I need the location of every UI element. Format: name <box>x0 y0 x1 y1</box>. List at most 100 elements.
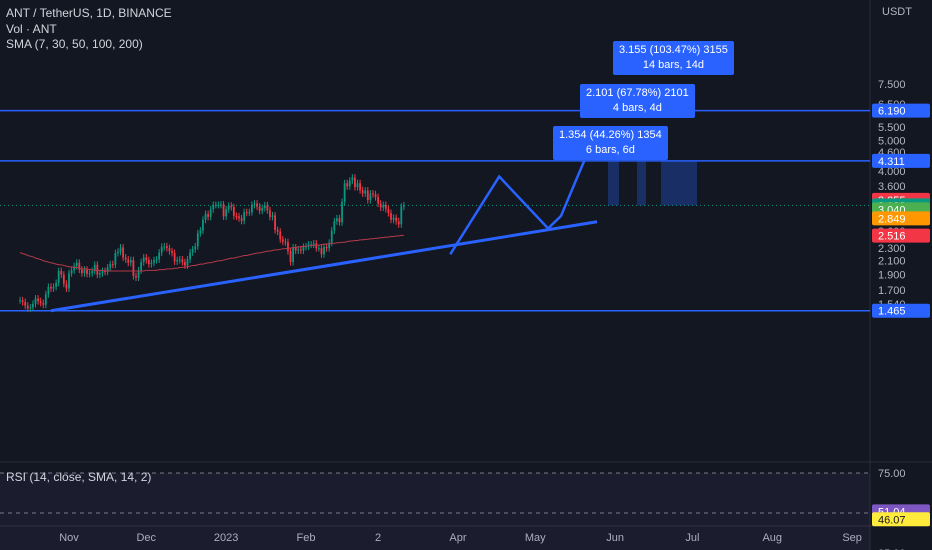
measure-bars: 6 bars, 6d <box>585 144 635 156</box>
candle-body <box>83 269 86 274</box>
candle-body <box>96 264 99 275</box>
x-tick-label: Dec <box>136 532 156 544</box>
measure-bars: 4 bars, 4d <box>612 102 662 114</box>
candle-body <box>312 243 315 245</box>
sma-legend[interactable]: SMA (7, 30, 50, 100, 200) <box>6 37 143 51</box>
candle-body <box>253 203 256 205</box>
candle-body <box>80 269 83 274</box>
candle-body <box>91 271 94 274</box>
candle-body <box>106 267 109 272</box>
candle-body <box>168 248 171 252</box>
candle-body <box>142 257 145 263</box>
candle-body <box>19 300 21 302</box>
candle-body <box>333 221 336 231</box>
measure-change: 2.101 (67.78%) 2101 <box>586 87 689 99</box>
currency-label: USDT <box>882 6 912 18</box>
price-label-bg <box>872 303 930 318</box>
candle-body <box>153 260 155 263</box>
candle-body <box>292 247 295 263</box>
price-label: 2.516 <box>878 231 906 243</box>
candle-body <box>145 257 148 261</box>
candle-body <box>315 243 318 249</box>
y-tick-label: 3.600 <box>878 181 906 193</box>
price-label: 1.465 <box>878 306 906 318</box>
candle-body <box>42 302 45 305</box>
candle-body <box>124 257 127 260</box>
candle-body <box>114 253 117 265</box>
candle-body <box>222 204 225 217</box>
candle-body <box>127 259 130 263</box>
candle-body <box>232 207 235 216</box>
measure-box-14-bars[interactable]: 3.155 (103.47%) 3155 14 bars, 14d <box>613 41 734 75</box>
candle-body <box>163 246 166 248</box>
candle-body <box>184 262 186 266</box>
candle-body <box>202 219 204 231</box>
volume-legend[interactable]: Vol · ANT <box>6 22 57 36</box>
candle-body <box>325 246 328 249</box>
candle-body <box>392 217 395 220</box>
projection-box <box>661 160 697 206</box>
x-tick-label: Jun <box>606 532 624 544</box>
candle-body <box>384 204 387 209</box>
candle-body <box>155 259 158 261</box>
candle-body <box>44 294 47 305</box>
candle-body <box>194 246 197 250</box>
y-tick-label: 5.500 <box>878 122 906 134</box>
candle-body <box>330 230 333 243</box>
candle-body <box>220 204 222 206</box>
candle-body <box>395 217 398 222</box>
price-label: 4.311 <box>878 156 905 168</box>
candle-body <box>111 264 114 266</box>
candle-body <box>379 203 382 208</box>
candle-body <box>119 247 122 252</box>
candle-body <box>39 301 42 303</box>
rsi-legend[interactable]: RSI (14, close, SMA, 14, 2) <box>6 470 152 484</box>
projection-box <box>608 160 619 206</box>
measure-change: 3.155 (103.47%) 3155 <box>619 44 728 56</box>
candle-body <box>400 206 403 225</box>
candle-body <box>346 183 349 187</box>
candle-body <box>196 233 199 247</box>
candle-body <box>101 271 104 274</box>
candle-body <box>302 246 305 251</box>
candle-body <box>377 197 380 204</box>
candle-body <box>359 183 361 191</box>
candle-body <box>263 205 266 208</box>
candle-body <box>207 214 210 217</box>
candle-body <box>26 305 29 309</box>
candle-body <box>397 221 400 225</box>
candle-body <box>287 242 289 252</box>
candle-body <box>50 286 52 289</box>
candle-body <box>276 230 279 232</box>
x-tick-label: 2023 <box>214 532 238 544</box>
price-label-bg <box>872 211 930 226</box>
measure-box-6-bars[interactable]: 1.354 (44.26%) 1354 6 bars, 6d <box>553 126 668 160</box>
rsi-label: 46.07 <box>878 514 906 526</box>
candle-body <box>281 239 284 242</box>
candle-body <box>173 253 176 262</box>
candle-body <box>189 252 191 260</box>
candle-body <box>266 205 269 211</box>
candle-body <box>214 204 217 206</box>
x-tick-label: Nov <box>59 532 79 544</box>
candle-body <box>245 212 248 214</box>
candle-body <box>364 190 367 194</box>
candle-body <box>382 204 385 208</box>
candle-body <box>348 180 351 187</box>
candle-body <box>73 266 76 271</box>
measure-box-4-bars[interactable]: 2.101 (67.78%) 2101 4 bars, 4d <box>580 84 695 118</box>
candle-body <box>279 231 282 240</box>
y-tick-label: 5.000 <box>878 135 906 147</box>
x-tick-label: May <box>525 532 546 544</box>
candle-body <box>351 177 354 181</box>
candle-body <box>317 248 320 250</box>
candle-body <box>402 205 405 207</box>
candle-body <box>361 190 364 194</box>
candle-body <box>235 215 238 217</box>
y-tick-label: 2.100 <box>878 256 906 268</box>
candle-body <box>93 264 96 272</box>
candle-body <box>70 270 73 274</box>
symbol-title[interactable]: ANT / TetherUS, 1D, BINANCE <box>6 6 172 20</box>
x-tick-label: Feb <box>297 532 316 544</box>
